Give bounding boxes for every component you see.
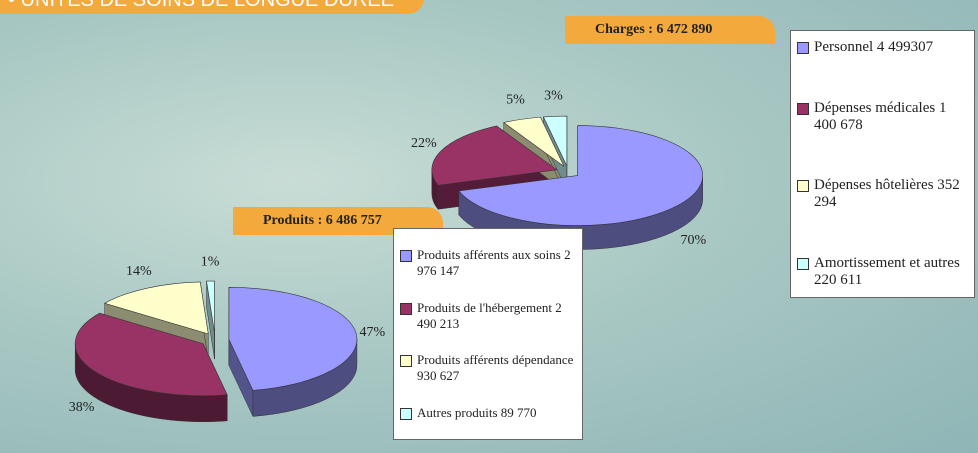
legend-swatch [400,250,412,263]
legend-entry: Personnel 4 499307 [797,39,968,56]
legend-label: Produits afférents aux soins 2 976 147 [417,247,571,279]
data-label: 38% [69,400,95,415]
legend: Produits afférents aux soins 2 976 147 Pr… [393,228,583,440]
legend-label: Produits afférents dépendance 930 627 [417,352,574,384]
data-label: 22% [411,136,437,151]
data-label: 1% [201,254,220,269]
pie-slice [206,280,215,334]
legend-entry: Autres produits 89 770 [400,405,576,421]
legend-label: Dépenses hôtelières 352 294 [814,177,960,211]
legend-label: Dépenses médicales 1 400 678 [814,99,947,133]
pie-tops [74,280,358,397]
legend-swatch [400,302,412,315]
data-label: 70% [681,233,707,248]
legend-entry: Produits de l'hébergement 2 490 213 [400,300,576,332]
legend-swatch [400,355,412,368]
pie-slice [103,281,209,335]
legend-label: Personnel 4 499307 [814,39,934,55]
pie-slice [458,125,703,226]
legend-entry: Dépenses médicales 1 400 678 [797,100,968,134]
chart-title: Charges : 6 472 890 [565,16,775,44]
data-label: 5% [506,93,525,108]
pie-slice [228,287,358,391]
legend-swatch [797,257,809,270]
legend-label: Autres produits 89 770 [417,404,537,420]
legend-entry: Amortissement et autres 220 611 [797,255,968,289]
legend-entry: Dépenses hôtelières 352 294 [797,177,968,211]
pie-slice [542,115,568,167]
legend-swatch [797,42,809,54]
legend-label: Amortissement et autres 220 611 [814,254,960,288]
data-label: 14% [126,264,152,279]
pie-slice [503,116,565,167]
data-label: 47% [359,325,385,340]
pie-tops [431,115,703,226]
legend-entry: Produits afférents dépendance 930 627 [400,352,576,384]
legend-swatch [797,180,809,193]
legend-entry: Produits afférents aux soins 2 976 147 [400,247,576,279]
legend-label: Produits de l'hébergement 2 490 213 [417,299,562,331]
data-label: 3% [544,89,563,104]
header-title: • UNITÉS DE SOINS DE LONGUE DURÉE [0,0,424,14]
legend-swatch [400,407,412,420]
legend-swatch [797,102,809,115]
pie-slice [431,125,558,186]
pie-slice [74,312,228,397]
legend: Personnel 4 499307 Dépenses médicales 1 4… [790,30,975,298]
